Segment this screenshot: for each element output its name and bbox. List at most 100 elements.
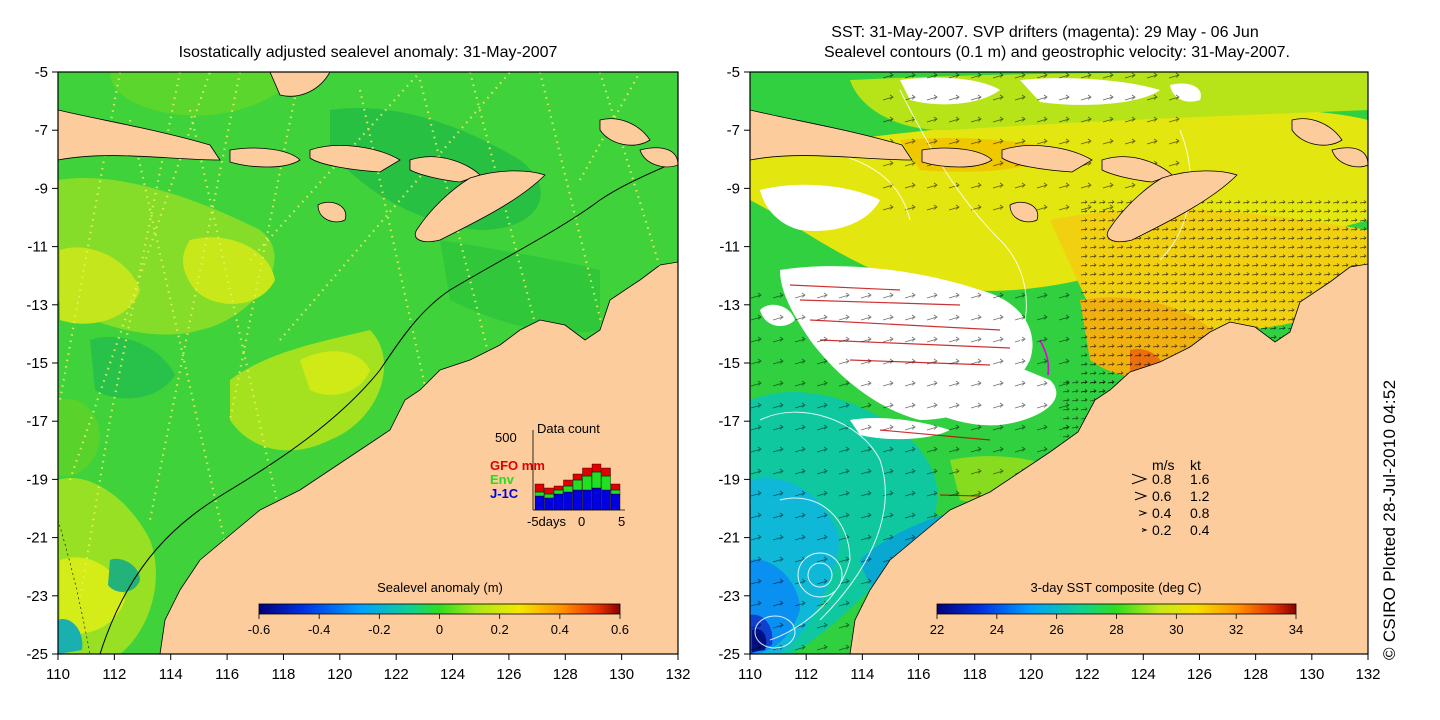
data-count-bar-env (534, 491, 545, 497)
data-count-bar-j1c (591, 487, 602, 511)
colorbar-tick-label: -0.4 (308, 622, 330, 637)
data-count-bar-j1c (610, 493, 621, 511)
speed-legend-kt: 0.8 (1190, 505, 1210, 521)
y-tick-label: -9 (727, 180, 740, 197)
x-tick-label: 110 (46, 666, 70, 683)
speed-legend: m/s kt 0.8 1.60.6 1.20.4 0.80.2 0.4 (1131, 457, 1210, 538)
data-count-bar-gfo (610, 483, 621, 491)
land-australia (159, 261, 678, 654)
x-tick-label: 112 (794, 666, 818, 683)
speed-legend-ms: 0.6 (1152, 488, 1172, 504)
data-count-bar-gfo (591, 463, 602, 473)
colorbar-tick-label: 28 (1109, 622, 1123, 637)
x-tick-label: 116 (907, 666, 931, 683)
data-count-bar-env (601, 475, 611, 491)
left-panel-title: Isostatically adjusted sealevel anomaly:… (179, 44, 558, 61)
y-tick-label: -21 (718, 530, 740, 547)
data-count-bar-j1c (601, 489, 611, 511)
data-count-bar-env (572, 479, 583, 491)
left-x-axis: 110 112 114 116 118 120 122 124 126 128 130 132 (46, 654, 691, 683)
colorbar-tick-label: 0.6 (611, 622, 629, 637)
speed-legend-kt: 1.6 (1190, 471, 1210, 487)
y-tick-label: -7 (727, 122, 740, 139)
colorbar-tick-label: -0.6 (248, 622, 270, 637)
left-y-axis: -5 -7 -9 -11 -13 -15 -17 -19 -21 -23 -25 (26, 64, 58, 663)
colorbar-tick-label: 24 (990, 622, 1004, 637)
y-tick-label: -11 (27, 239, 48, 256)
data-count-bar-gfo (572, 473, 583, 481)
speed-legend-kt: 0.4 (1190, 522, 1210, 538)
data-count-ymax: 500 (495, 430, 517, 445)
colorbar-tick-label: 30 (1169, 622, 1183, 637)
data-count-title: Data count (537, 421, 600, 436)
colorbar-tick-label: 26 (1049, 622, 1063, 637)
right-y-axis: -5 -7 -9 -11 -13 -15 -17 -19 -21 -23 -25 (718, 64, 750, 663)
y-tick-label: -23 (718, 588, 740, 605)
data-count-bar-gfo (601, 467, 611, 477)
right-panel-title-line1: SST: 31-May-2007. SVP drifters (magenta)… (831, 24, 1258, 41)
x-tick-label: 124 (1131, 666, 1156, 683)
sst-colorbar: 3-day SST composite (deg C) 22 24 26 28 30 32… (930, 580, 1303, 637)
speed-legend-ms: 0.8 (1152, 471, 1172, 487)
y-tick-label: -17 (26, 413, 48, 430)
speed-legend-kt: 1.2 (1190, 488, 1210, 504)
data-count-bar-j1c (563, 491, 573, 511)
colorbar-tick-label: 34 (1289, 622, 1303, 637)
speed-arrow-icon (1141, 528, 1148, 532)
sst-colorbar-label: 3-day SST composite (deg C) (1031, 580, 1202, 595)
speed-arrow-icon (1134, 491, 1148, 501)
land-islands-sst (750, 109, 1368, 243)
data-count-bar-j1c (572, 489, 583, 511)
data-count-bar-env (582, 475, 592, 491)
y-tick-label: -13 (718, 297, 740, 314)
data-count-bar-gfo (582, 467, 592, 477)
data-count-bar-gfo (544, 487, 554, 495)
y-tick-label: -19 (718, 471, 740, 488)
x-tick-label: 132 (665, 666, 690, 683)
data-count-bar-env (610, 489, 621, 495)
data-count-bar-j1c (582, 489, 592, 511)
sealevel-colorbar-label: Sealevel anomaly (m) (377, 580, 503, 595)
y-tick-label: -17 (718, 413, 740, 430)
land-islands (58, 72, 678, 243)
data-count-xlabel-end: 5 (618, 514, 625, 529)
sealevel-map (58, 72, 678, 654)
speed-legend-ms: 0.4 (1152, 505, 1172, 521)
x-tick-label: 126 (496, 666, 521, 683)
speed-legend-header-kt: kt (1190, 457, 1201, 473)
y-tick-label: -15 (718, 355, 740, 372)
y-tick-label: -5 (35, 64, 48, 81)
x-tick-label: 118 (271, 666, 295, 683)
x-tick-label: 128 (553, 666, 578, 683)
x-tick-label: 132 (1355, 666, 1380, 683)
data-count-legend-item: J-1C (490, 486, 519, 501)
data-count-legend-item: Env (490, 472, 515, 487)
x-tick-label: 114 (159, 666, 183, 683)
colorbar-tick-label: 0.4 (551, 622, 569, 637)
colorbar-tick-label: 32 (1229, 622, 1243, 637)
colorbar-tick-label: 0 (436, 622, 443, 637)
data-count-xlabel-start: -5days (527, 514, 567, 529)
data-count-bar-j1c (544, 497, 554, 511)
sealevel-colorbar: Sealevel anomaly (m) -0.6 -0.4 -0.2 0 0.2 0.4… (248, 580, 629, 637)
y-tick-label: -5 (727, 64, 740, 81)
shelf-contour (99, 159, 678, 654)
right-panel-title-line2: Sealevel contours (0.1 m) and geostrophi… (824, 44, 1290, 61)
y-tick-label: -23 (26, 588, 48, 605)
x-tick-label: 120 (1018, 666, 1043, 683)
colorbar-tick-label: 0.2 (491, 622, 509, 637)
y-tick-label: -9 (35, 180, 48, 197)
data-count-bar-env (544, 493, 554, 499)
data-count-bar-gfo (534, 483, 545, 493)
speed-legend-header-ms: m/s (1152, 457, 1175, 473)
x-tick-label: 120 (327, 666, 352, 683)
data-count-bar-j1c (553, 493, 564, 511)
x-tick-label: 130 (609, 666, 634, 683)
data-count-bar-env (563, 485, 573, 493)
x-tick-label: 116 (215, 666, 239, 683)
colorbar-tick-label: 22 (930, 622, 944, 637)
speed-arrow-icon (1131, 473, 1148, 485)
x-tick-label: 110 (738, 666, 762, 683)
y-tick-label: -15 (26, 355, 48, 372)
